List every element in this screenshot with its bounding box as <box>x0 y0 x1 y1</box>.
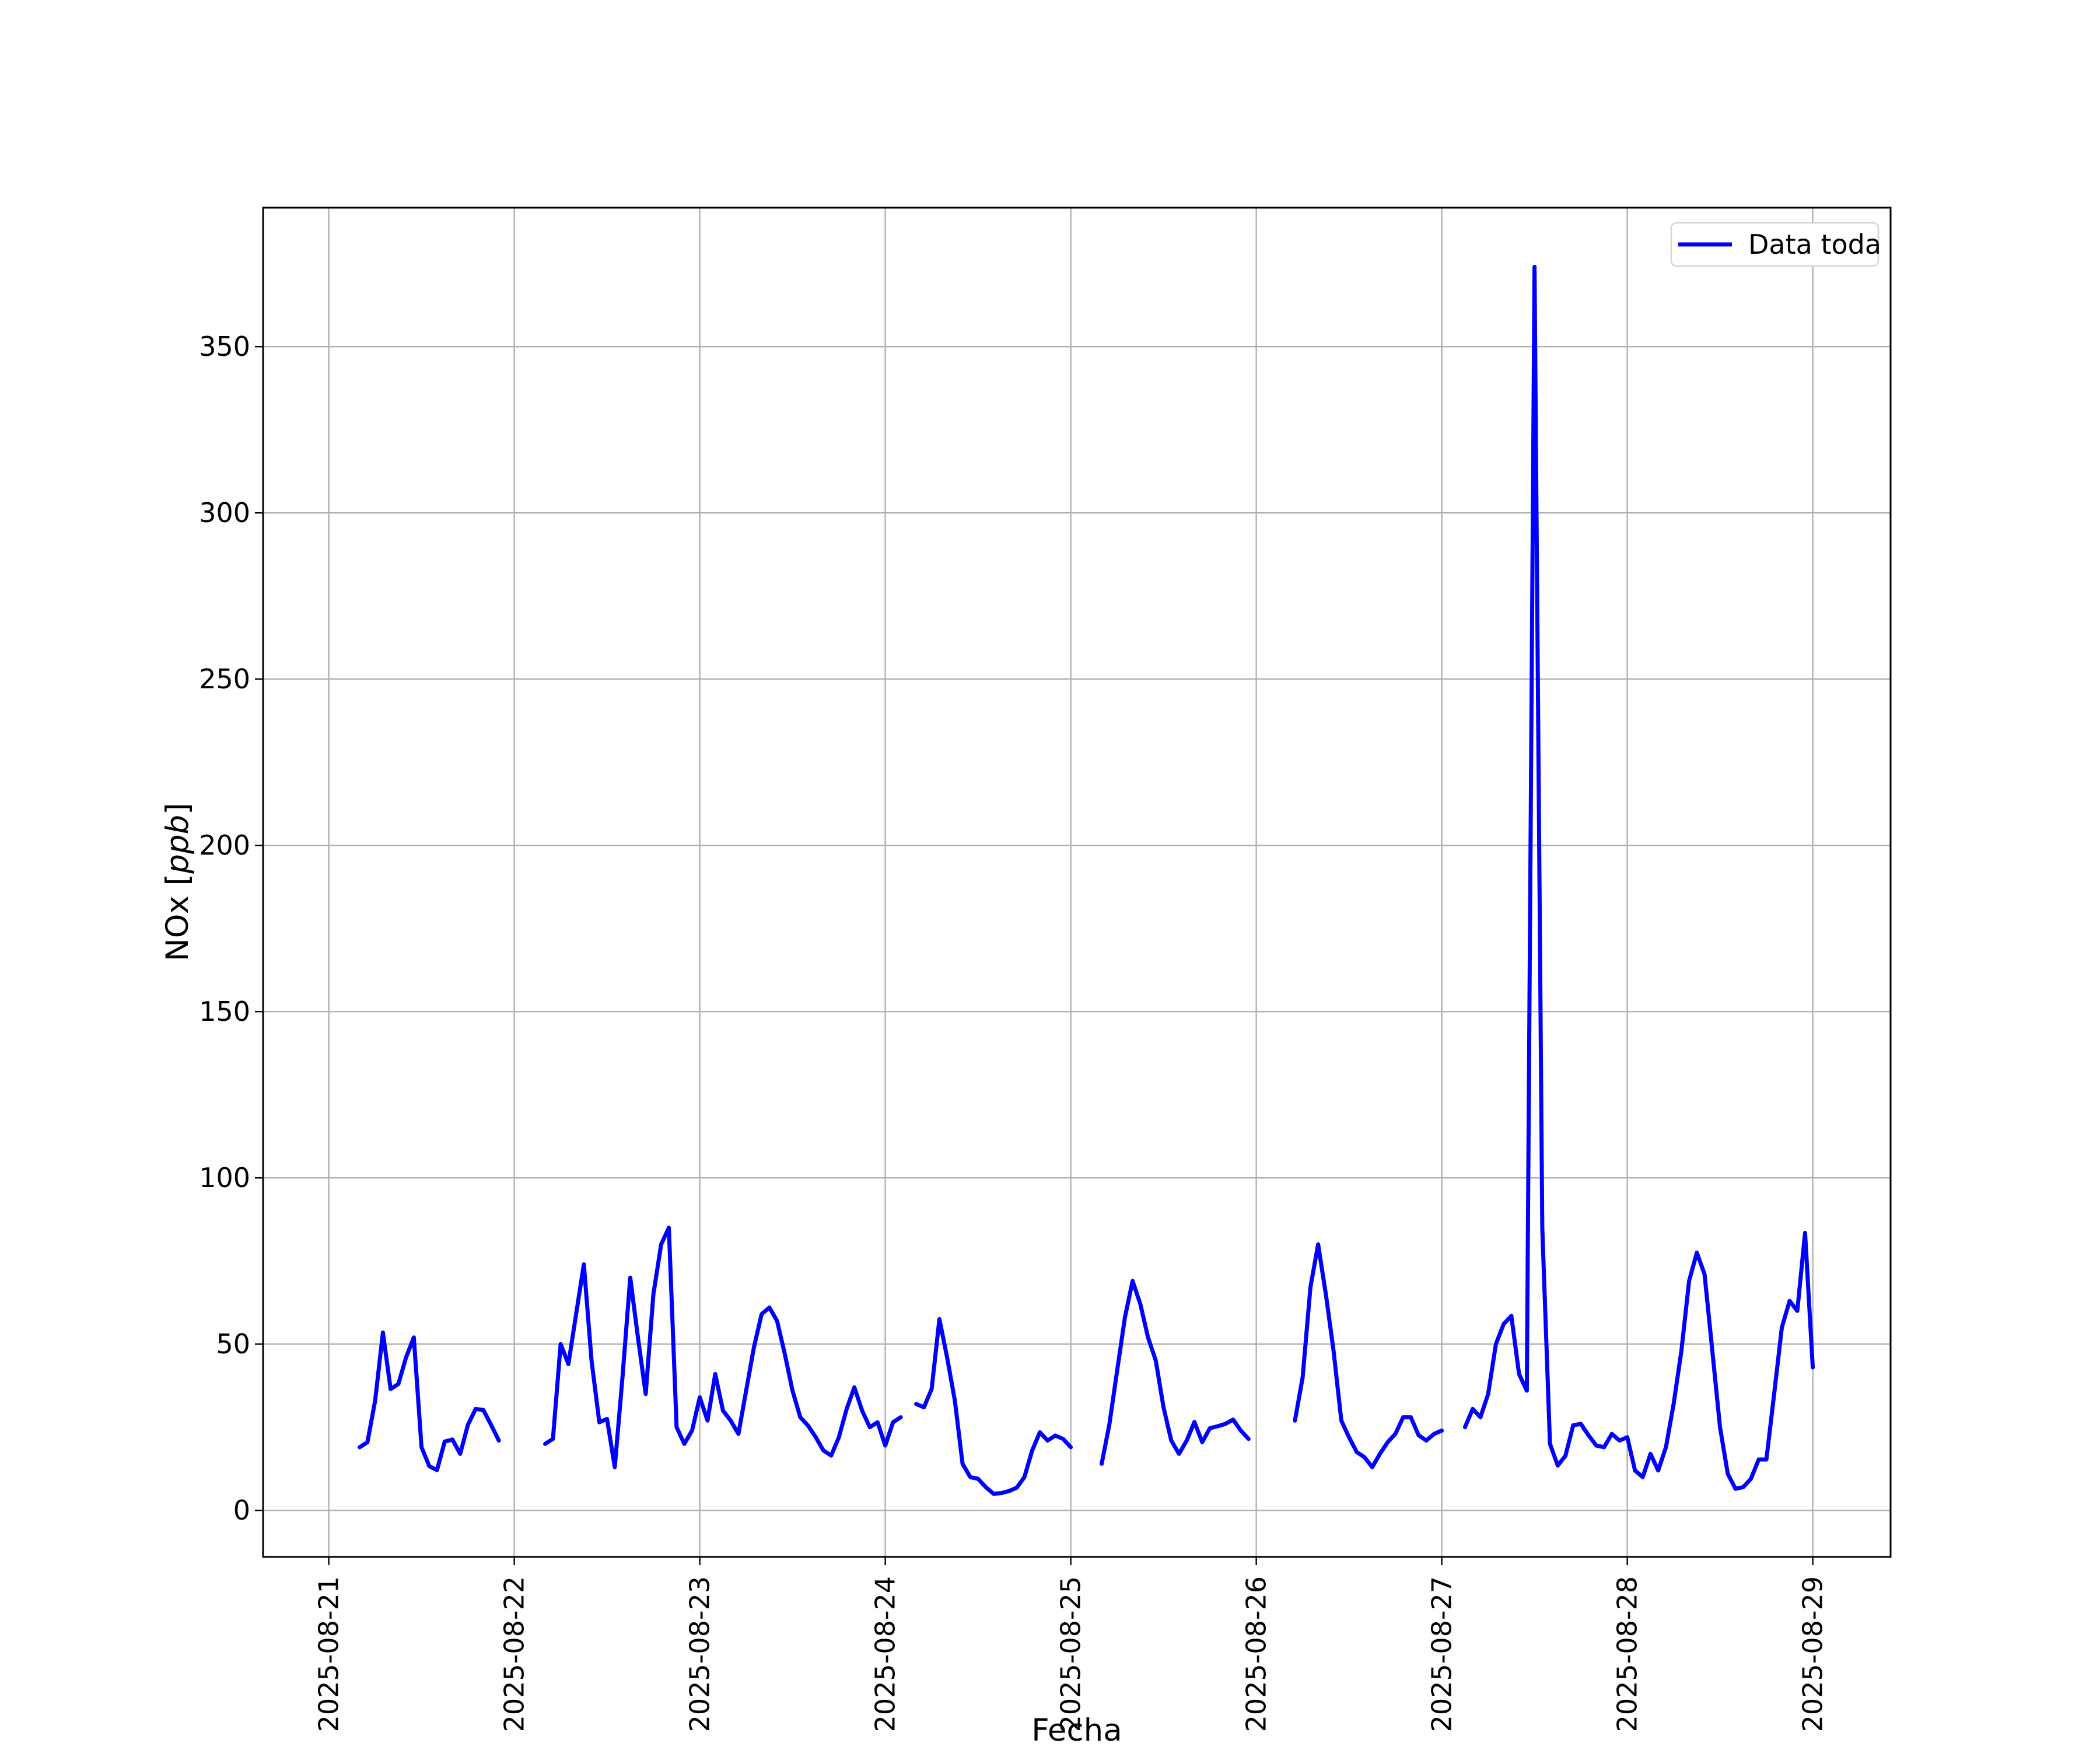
legend-entry-label: Data toda <box>1748 229 1881 260</box>
series-segment <box>543 1226 903 1469</box>
x-tick-label: 2025-08-24 <box>870 1576 901 1732</box>
x-tick-label: 2025-08-26 <box>1241 1576 1272 1732</box>
series-segment <box>914 1317 1073 1496</box>
y-tick-label: 250 <box>199 663 250 695</box>
y-tick-label: 350 <box>199 331 250 362</box>
legend-box <box>1670 222 1880 267</box>
x-ticks <box>328 1557 1814 1565</box>
y-gridlines <box>263 346 1891 1511</box>
y-tick-label: 100 <box>199 1162 250 1194</box>
y-tick-label: 300 <box>199 497 250 528</box>
x-tick-label: 2025-08-28 <box>1612 1576 1643 1732</box>
series-segment <box>1462 264 1815 1491</box>
y-tick-label: 0 <box>233 1494 250 1526</box>
series-segment <box>358 1330 501 1472</box>
series-data-toda <box>358 264 1815 1496</box>
x-gridlines <box>328 208 1814 1557</box>
x-tick-label: 2025-08-27 <box>1426 1576 1458 1732</box>
x-tick-label: 2025-08-21 <box>313 1576 345 1732</box>
y-axis-label: NOx [ppb] <box>160 803 195 961</box>
y-tick-label: 150 <box>199 996 250 1027</box>
x-tick-label: 2025-08-23 <box>684 1576 716 1732</box>
x-tick-label: 2025-08-29 <box>1797 1576 1829 1732</box>
y-tick-labels: 0 50 100 150 200 250 300 350 <box>199 331 250 1526</box>
axes-spines <box>262 206 1892 1558</box>
plot-area <box>263 208 1891 1557</box>
series-segment <box>1293 1242 1444 1469</box>
legend: Data toda <box>1670 222 1881 267</box>
x-tick-labels: 2025-08-21 2025-08-22 2025-08-23 2025-08-24… <box>313 1576 1829 1732</box>
y-ticks <box>255 346 263 1511</box>
y-tick-label: 50 <box>216 1328 250 1360</box>
series-segment <box>1100 1279 1251 1466</box>
x-axis-label: Fecha <box>1031 1713 1122 1748</box>
y-tick-label: 200 <box>199 830 250 861</box>
x-tick-label: 2025-08-25 <box>1055 1576 1087 1732</box>
x-tick-label: 2025-08-22 <box>499 1576 530 1732</box>
